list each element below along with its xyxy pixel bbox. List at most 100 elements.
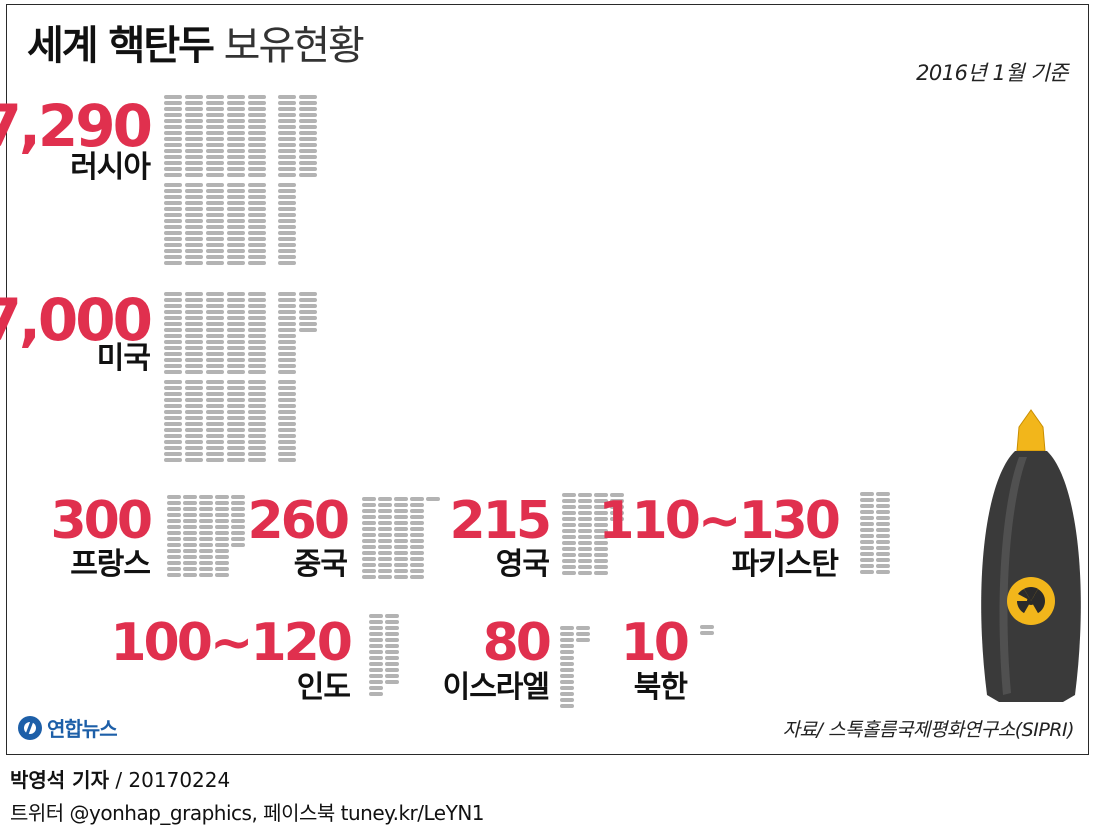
infographic-frame: 세계 핵탄두 보유현황 2016년 1월 기준 연합뉴스 자료/ 스톡 [0, 4, 1089, 755]
warhead-bar [248, 131, 266, 135]
warhead-bar [227, 207, 245, 211]
warhead-bar [560, 686, 574, 690]
warhead-bar [164, 161, 182, 165]
warhead-bar [215, 525, 229, 529]
warhead-bar [248, 95, 266, 99]
warhead-bar [206, 386, 224, 390]
warhead-bar [278, 358, 296, 362]
warhead-bar [206, 237, 224, 241]
warhead-bar [164, 304, 182, 308]
warhead-bar [362, 527, 376, 531]
warhead-bar [560, 656, 574, 660]
warhead-bar [164, 434, 182, 438]
warhead-bar [248, 161, 266, 165]
warhead-bar [248, 292, 266, 296]
warhead-bar [578, 523, 592, 527]
warhead-bar [860, 510, 874, 514]
warhead-bar [206, 131, 224, 135]
warhead-bar [578, 499, 592, 503]
warhead-bar [164, 155, 182, 159]
warhead-bar [860, 516, 874, 520]
warhead-bar [248, 125, 266, 129]
warhead-bar [167, 495, 181, 499]
warhead-bar [183, 549, 197, 553]
warhead-bar [164, 167, 182, 171]
warhead-bar [164, 101, 182, 105]
warhead-bar [385, 656, 399, 660]
warhead-bar [378, 515, 392, 519]
warhead-bar [362, 545, 376, 549]
warhead-bar [278, 386, 296, 390]
warhead-bar [594, 559, 608, 563]
warhead-bar [385, 674, 399, 678]
warhead-bar [362, 563, 376, 567]
warhead-bar [227, 225, 245, 229]
warhead-bar [248, 392, 266, 396]
warhead-bar [562, 565, 576, 569]
warhead-bar [185, 225, 203, 229]
warhead-bar [394, 503, 408, 507]
country-label-5: 파키스탄 [731, 547, 839, 582]
warhead-bar [278, 334, 296, 338]
warhead-bar [378, 497, 392, 501]
warhead-bar [369, 632, 383, 636]
warhead-bar [227, 107, 245, 111]
warhead-bar [183, 537, 197, 541]
warhead-bar [183, 495, 197, 499]
warhead-bar [206, 380, 224, 384]
warhead-bar [167, 537, 181, 541]
warhead-bar [578, 505, 592, 509]
warhead-bar [378, 503, 392, 507]
warhead-bar [227, 458, 245, 462]
warhead-bar [227, 131, 245, 135]
warhead-bar [164, 237, 182, 241]
warhead-bar [199, 501, 213, 505]
warhead-bar [206, 304, 224, 308]
warhead-bar [185, 322, 203, 326]
warhead-bar [378, 551, 392, 555]
warhead-bar [876, 540, 890, 544]
warhead-bar [227, 95, 245, 99]
warhead-bar [248, 201, 266, 205]
warhead-bar [167, 549, 181, 553]
warhead-bar [248, 416, 266, 420]
warhead-bar [167, 525, 181, 529]
warhead-bar [278, 422, 296, 426]
warhead-bar [876, 534, 890, 538]
warhead-bar [860, 498, 874, 502]
warhead-bar [278, 352, 296, 356]
warhead-bar [578, 511, 592, 515]
warhead-bar [578, 565, 592, 569]
warhead-bar [278, 380, 296, 384]
warhead-bar [248, 422, 266, 426]
warhead-bar [215, 537, 229, 541]
warhead-bar [594, 547, 608, 551]
warhead-bar [227, 201, 245, 205]
warhead-bar [164, 292, 182, 296]
country-label-3: 중국 [293, 547, 348, 582]
warhead-bar [562, 571, 576, 575]
warhead-bar [278, 316, 296, 320]
warhead-bar [248, 364, 266, 368]
warhead-bar [278, 298, 296, 302]
warhead-bar [248, 101, 266, 105]
warhead-bar [227, 143, 245, 147]
warhead-bar [227, 219, 245, 223]
warhead-bar [215, 495, 229, 499]
warhead-bar [185, 95, 203, 99]
warhead-bar [185, 422, 203, 426]
warhead-bar [206, 428, 224, 432]
country-label-7: 이스라엘 [442, 670, 550, 705]
warhead-bar [167, 513, 181, 517]
warhead-bar [299, 149, 317, 153]
warhead-bar [215, 507, 229, 511]
warhead-bar [248, 298, 266, 302]
warhead-bar [248, 446, 266, 450]
warhead-bar [860, 504, 874, 508]
warhead-bar [167, 573, 181, 577]
warhead-bar [876, 546, 890, 550]
warhead-bar [164, 95, 182, 99]
warhead-bar [227, 346, 245, 350]
warhead-bar [164, 149, 182, 153]
warhead-bar [876, 510, 890, 514]
